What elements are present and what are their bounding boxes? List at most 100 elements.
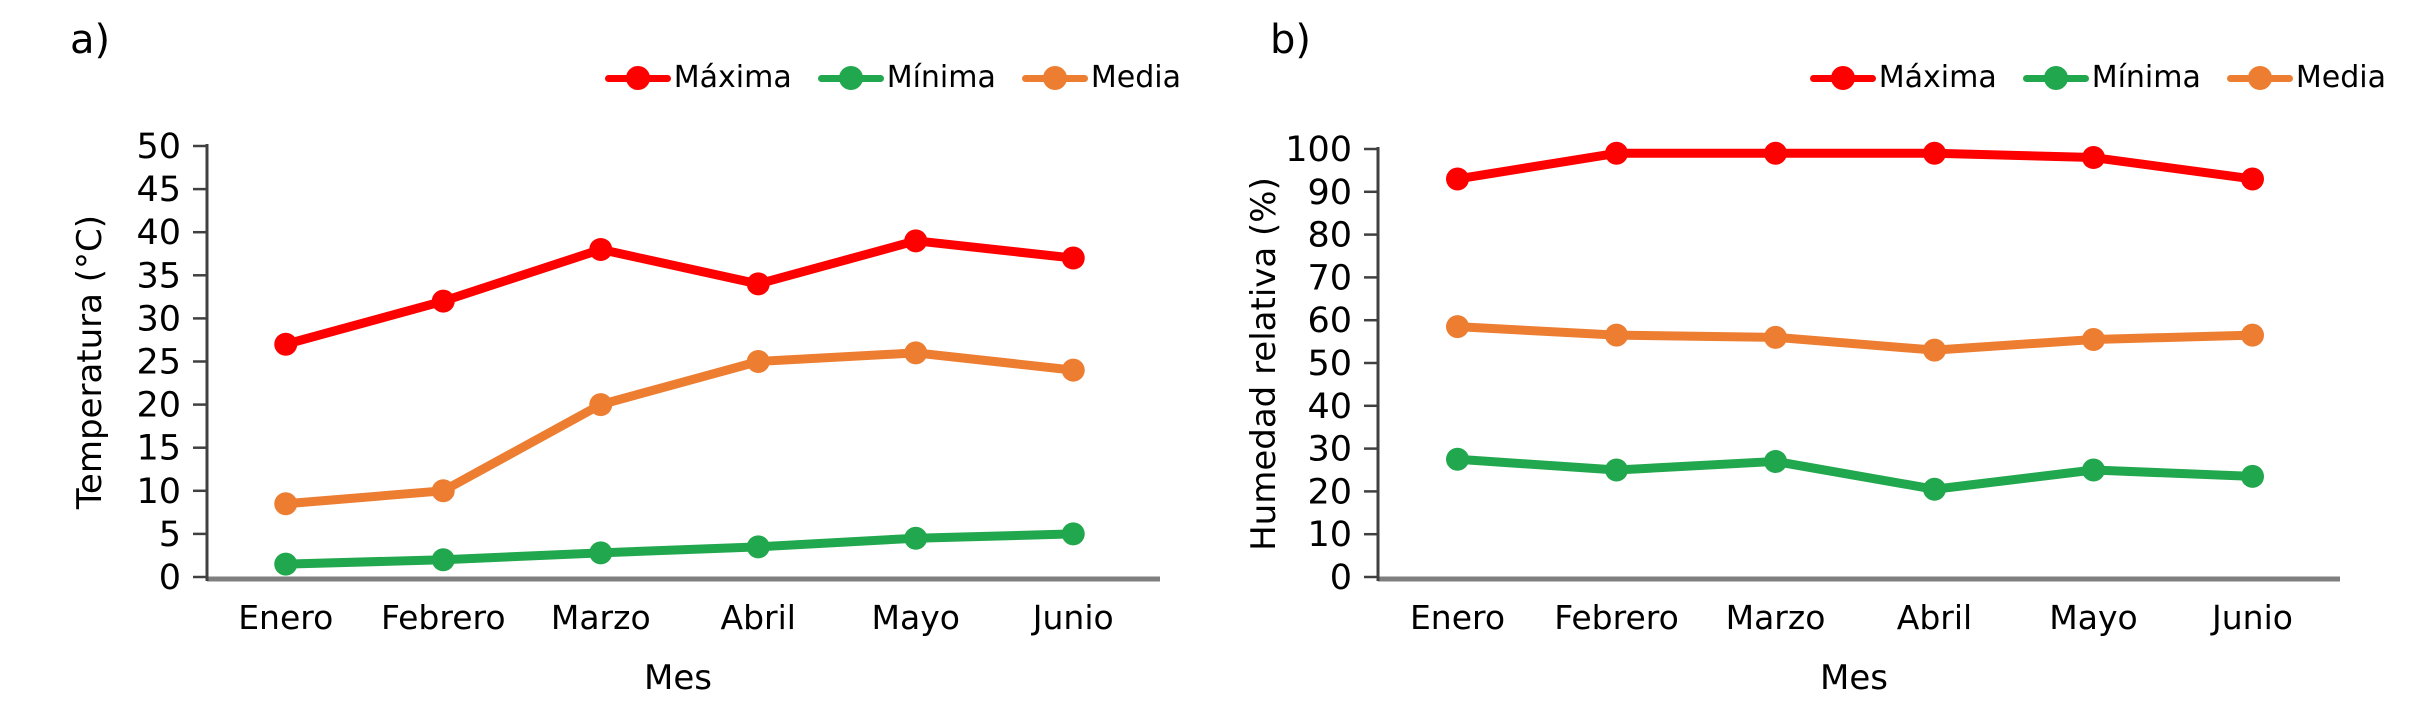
data-point-media [274,492,298,516]
y-tick-label: 40 [136,213,181,253]
series-line-máxima [1453,148,2257,184]
data-point-máxima [1764,141,1787,165]
y-tick-label: 30 [136,299,181,339]
legend-label: Máxima [1878,60,1997,95]
legend-marker-icon [2226,65,2293,91]
legend-marker-icon [2022,65,2089,91]
x-tick-label: Abril [1897,598,1972,637]
y-tick-label: 0 [159,558,181,598]
series-line-mínima [281,529,1078,569]
data-point-máxima [431,289,455,313]
legend-item-mínima: Mínima [2022,60,2201,95]
data-point-máxima [1061,246,1085,270]
panel-label-a: a) [70,17,111,63]
y-tick-label: 30 [1307,430,1352,470]
legend-dot [2043,65,2068,90]
x-tick-label: Enero [1410,598,1505,637]
legend-b: Máxima Mínima Media [1809,60,2386,95]
series-line-máxima [281,236,1078,349]
data-point-media [1764,325,1787,349]
series-line-media [281,348,1078,509]
y-axis-title-humidity: Humedad relativa (%) [1244,177,1284,551]
legend-marker-icon [1809,65,1876,91]
data-point-máxima [904,229,928,253]
legend-item-mínima: Mínima [817,60,996,95]
legend-label: Mínima [886,60,996,95]
data-point-máxima [274,332,298,356]
legend-dot [1830,65,1855,90]
data-point-mínima [1923,477,1946,501]
data-point-media [746,350,770,373]
y-tick-label: 25 [136,343,181,383]
legend-label: Mínima [2091,60,2201,95]
y-tick-label: 50 [1307,344,1352,384]
y-tick-label: 60 [1307,301,1352,341]
data-point-mínima [1061,522,1085,546]
x-tick-label: Marzo [1726,598,1826,637]
x-tick-label: Abril [721,598,796,637]
data-point-mínima [274,552,298,576]
legend-item-media: Media [2226,60,2386,95]
legend-dot [838,65,863,90]
data-point-mínima [2241,464,2264,488]
legend-item-media: Media [1021,60,1181,95]
y-tick-label: 0 [1330,558,1352,598]
x-tick-label: Mayo [872,598,960,637]
series-line-media [1453,322,2257,355]
x-tick-label: Febrero [381,598,506,637]
data-point-mínima [904,526,928,550]
data-point-media [1061,358,1085,382]
legend-marker-icon [604,65,671,91]
data-point-media [2241,323,2264,347]
data-point-mínima [1764,449,1787,473]
y-axis-title-temperature: Temperatura (°C) [70,214,110,510]
y-tick-label: 70 [1307,258,1352,298]
data-point-máxima [2241,167,2264,191]
data-point-media [1605,323,1628,347]
data-point-mínima [2082,458,2105,482]
y-tick-label: 5 [159,515,181,555]
y-tick-label: 20 [136,386,181,426]
data-point-máxima [589,237,613,261]
chart-panel-a: a) Máxima Mínima Media 0 5 10 15 20 25 30 35 40 45 5… [0,0,1205,728]
legend-item-máxima: Máxima [1809,60,1997,95]
data-point-mínima [431,548,455,572]
legend-item-máxima: Máxima [604,60,792,95]
y-tick-label: 50 [136,127,181,167]
data-point-media [431,479,455,503]
y-tick-label: 20 [1307,472,1352,512]
panel-label-b: b) [1270,17,1311,63]
legend-marker-icon [817,65,884,91]
data-point-media [904,341,928,365]
data-point-media [1923,338,1946,362]
x-tick-label: Marzo [551,598,651,637]
series-line-mínima [1453,454,2257,494]
data-point-máxima [1605,141,1628,165]
x-tick-label: Febrero [1554,598,1679,637]
x-tick-label: Junio [1031,598,1114,637]
legend-dot [625,65,650,90]
legend-label: Media [2295,60,2386,95]
data-point-máxima [1446,167,1469,191]
legend-dot [1042,65,1067,90]
x-axis-title-mes-b: Mes [1820,658,1888,698]
x-tick-label: Enero [238,598,333,637]
data-point-media [589,393,613,417]
x-tick-label: Mayo [2049,598,2137,637]
y-tick-label: 10 [1307,515,1352,555]
y-tick-label: 10 [136,472,181,512]
data-point-máxima [2082,146,2105,170]
y-tick-label: 15 [136,429,181,469]
y-tick-label: 90 [1307,173,1352,213]
legend-marker-icon [1021,65,1088,91]
data-point-media [2082,327,2105,351]
y-tick-label: 45 [136,170,181,210]
x-tick-label: Junio [2210,598,2293,637]
data-point-mínima [1605,458,1628,482]
legend-a: Máxima Mínima Media [604,60,1181,95]
y-tick-label: 100 [1285,130,1352,170]
legend-label: Media [1090,60,1181,95]
legend-label: Máxima [673,60,792,95]
